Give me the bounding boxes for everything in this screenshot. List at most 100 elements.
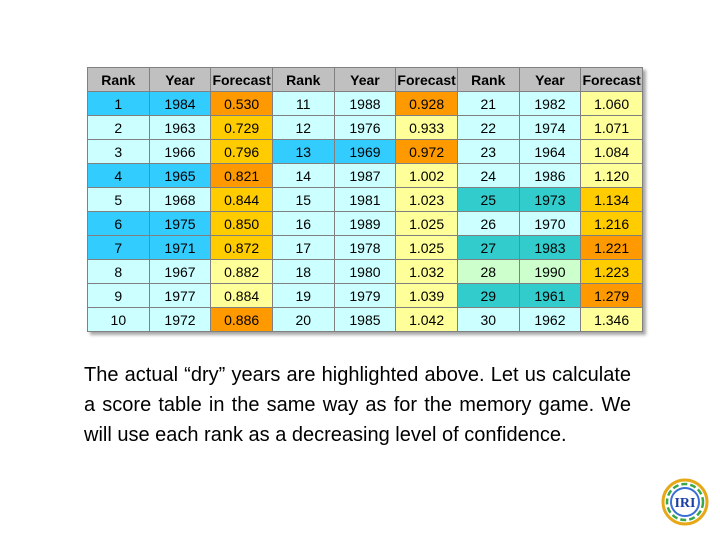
table-cell: 16 [271, 211, 335, 236]
table-cell: 12 [271, 115, 335, 140]
table-cell: 0.886 [210, 307, 273, 332]
table-cell: 1978 [333, 235, 397, 260]
table-cell: 7 [87, 235, 150, 260]
table-cell: 1974 [518, 115, 582, 140]
table-cell: 1984 [148, 91, 212, 116]
table-cell: 1982 [518, 91, 582, 116]
table-cell: 1976 [333, 115, 397, 140]
table-row: 9 1977 0.884 19 1979 1.039 29 1961 1.279 [87, 283, 643, 308]
iri-logo-icon: IRI [661, 478, 709, 526]
table-cell: 15 [271, 187, 335, 212]
table-cell: 0.972 [395, 139, 458, 164]
table-cell: 1961 [518, 283, 582, 308]
table-cell: 9 [87, 283, 150, 308]
column-header: Forecast [210, 67, 273, 92]
table-cell: 1.084 [580, 139, 643, 164]
table-cell: 0.844 [210, 187, 273, 212]
table-cell: 0.530 [210, 91, 273, 116]
table-cell: 1.039 [395, 283, 458, 308]
table-cell: 1.032 [395, 259, 458, 284]
table-cell: 26 [456, 211, 520, 236]
table-cell: 22 [456, 115, 520, 140]
table-cell: 1964 [518, 139, 582, 164]
table-cell: 0.821 [210, 163, 273, 188]
table-cell: 0.850 [210, 211, 273, 236]
table-cell: 10 [87, 307, 150, 332]
column-header: Year [333, 67, 397, 92]
table-cell: 1988 [333, 91, 397, 116]
table-cell: 0.884 [210, 283, 273, 308]
table-cell: 1.134 [580, 187, 643, 212]
table-cell: 14 [271, 163, 335, 188]
table-cell: 1.023 [395, 187, 458, 212]
column-header: Rank [271, 67, 335, 92]
table-cell: 1962 [518, 307, 582, 332]
table-cell: 1963 [148, 115, 212, 140]
table-cell: 1986 [518, 163, 582, 188]
slide-caption: The actual “dry” years are highlighted a… [84, 364, 631, 446]
table-cell: 25 [456, 187, 520, 212]
column-header: Year [148, 67, 212, 92]
table-cell: 1.025 [395, 235, 458, 260]
table-cell: 0.933 [395, 115, 458, 140]
table-cell: 0.796 [210, 139, 273, 164]
table-row: 5 1968 0.844 15 1981 1.023 25 1973 1.134 [87, 187, 643, 212]
table-row: 10 1972 0.886 20 1985 1.042 30 1962 1.346 [87, 307, 643, 332]
column-header: Forecast [580, 67, 643, 92]
table-cell: 1.279 [580, 283, 643, 308]
table-body: 1 1984 0.530 11 1988 0.928 21 1982 1.060 2 1963 0.7… [87, 91, 643, 332]
table-cell: 1975 [148, 211, 212, 236]
table-cell: 1973 [518, 187, 582, 212]
table-cell: 1.223 [580, 259, 643, 284]
table-cell: 5 [87, 187, 150, 212]
table-cell: 13 [271, 139, 335, 164]
table-row: 3 1966 0.796 13 1969 0.972 23 1964 1.084 [87, 139, 643, 164]
table-cell: 1968 [148, 187, 212, 212]
column-header: Rank [87, 67, 150, 92]
table-cell: 17 [271, 235, 335, 260]
logo-text: IRI [674, 496, 695, 511]
table-cell: 27 [456, 235, 520, 260]
table-row: 4 1965 0.821 14 1987 1.002 24 1986 1.120 [87, 163, 643, 188]
table-row: 8 1967 0.882 18 1980 1.032 28 1990 1.223 [87, 259, 643, 284]
table-cell: 0.882 [210, 259, 273, 284]
table-cell: 1.071 [580, 115, 643, 140]
table-cell: 1979 [333, 283, 397, 308]
table-cell: 0.928 [395, 91, 458, 116]
table-row: 6 1975 0.850 16 1989 1.025 26 1970 1.216 [87, 211, 643, 236]
table-cell: 21 [456, 91, 520, 116]
table-cell: 1990 [518, 259, 582, 284]
table-cell: 1.346 [580, 307, 643, 332]
table-cell: 8 [87, 259, 150, 284]
table-cell: 23 [456, 139, 520, 164]
table-cell: 19 [271, 283, 335, 308]
table-cell: 1987 [333, 163, 397, 188]
table-cell: 4 [87, 163, 150, 188]
table-cell: 1969 [333, 139, 397, 164]
forecast-rank-table: Rank Year Forecast Rank Year Forecast Ra… [87, 67, 643, 332]
table-cell: 20 [271, 307, 335, 332]
table-cell: 1.042 [395, 307, 458, 332]
table-cell: 2 [87, 115, 150, 140]
table-cell: 1985 [333, 307, 397, 332]
table-cell: 18 [271, 259, 335, 284]
table-cell: 1966 [148, 139, 212, 164]
table-cell: 1.060 [580, 91, 643, 116]
table-cell: 3 [87, 139, 150, 164]
table-cell: 1971 [148, 235, 212, 260]
table-cell: 1983 [518, 235, 582, 260]
table-cell: 29 [456, 283, 520, 308]
table-cell: 1967 [148, 259, 212, 284]
table-row: 1 1984 0.530 11 1988 0.928 21 1982 1.060 [87, 91, 643, 116]
table-cell: 1977 [148, 283, 212, 308]
table-cell: 0.872 [210, 235, 273, 260]
table-cell: 1.120 [580, 163, 643, 188]
table-cell: 1.025 [395, 211, 458, 236]
table-cell: 1972 [148, 307, 212, 332]
column-header: Forecast [395, 67, 458, 92]
table-header-row: Rank Year Forecast Rank Year Forecast Ra… [87, 67, 643, 92]
table-cell: 1965 [148, 163, 212, 188]
table-cell: 11 [271, 91, 335, 116]
table-row: 7 1971 0.872 17 1978 1.025 27 1983 1.221 [87, 235, 643, 260]
table-row: 2 1963 0.729 12 1976 0.933 22 1974 1.071 [87, 115, 643, 140]
